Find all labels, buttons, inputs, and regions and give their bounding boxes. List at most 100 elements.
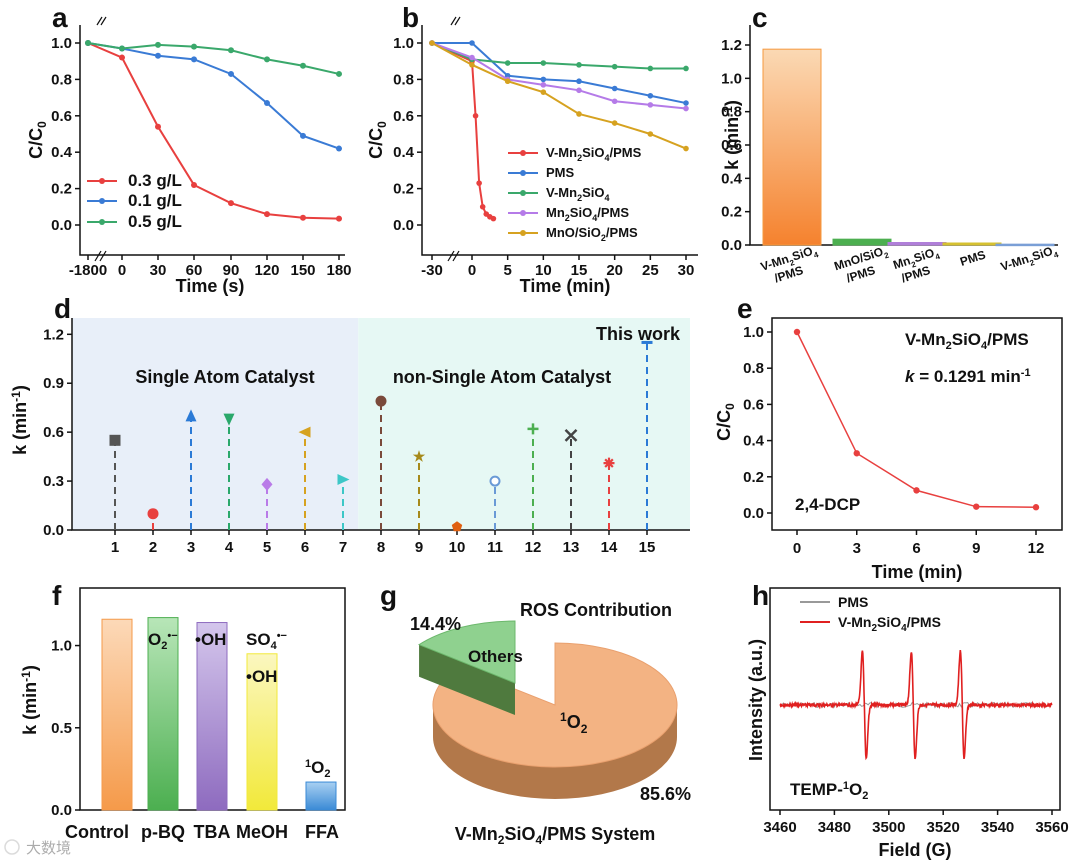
panel-b-xtick-label: 15 — [571, 262, 588, 279]
panel-e-point — [973, 503, 980, 510]
panel-h-xlabel: Field (G) — [879, 840, 952, 860]
panel-a-legend: 0.3 g/L0.1 g/L 0.5 g/L — [87, 171, 182, 231]
panel-b-axes — [421, 25, 698, 256]
panel-a-ytick-label: 0.6 — [51, 108, 72, 125]
panel-b-xtick-label: 30 — [678, 262, 695, 279]
panel-d-xtick-label: 14 — [601, 539, 618, 556]
panel-b-legend-label: Mn2SiO4/PMS — [546, 205, 629, 223]
panel-d-xtick-label: 8 — [377, 539, 385, 556]
panel-b-ytick-label: 0.6 — [393, 108, 414, 125]
panel-a-ytick-label: 1.0 — [51, 35, 72, 52]
panel-e-xtick-label: 0 — [793, 540, 801, 557]
panel-b-point — [429, 40, 435, 46]
panel-b-yticks: 0.0 0.2 0.4 0.6 0.8 1.0 — [393, 35, 422, 234]
panel-b-legend-label: MnO/SiO2/PMS — [546, 225, 638, 243]
panel-g-singlet-percent: 85.6% — [640, 784, 691, 804]
panel-b-line — [432, 42, 687, 105]
panel-b-xtick-label: 10 — [535, 262, 552, 279]
panel-a-point — [155, 41, 161, 48]
panel-b-point — [540, 76, 547, 83]
panel-b-point — [611, 120, 618, 126]
panel-b-point — [576, 78, 582, 85]
panel-c-bar — [995, 243, 1055, 247]
panel-b-point — [479, 204, 486, 210]
panel-g-slice-side — [433, 705, 677, 799]
panel-f-bar — [101, 618, 133, 811]
panel-c-category-label: PMS — [958, 248, 987, 269]
panel-a-point — [155, 123, 161, 130]
panel-g-letter: g — [380, 580, 397, 611]
panel-b-top-break — [450, 16, 461, 26]
panel-b-point — [472, 113, 479, 119]
panel-c-bar — [832, 238, 892, 246]
panel-b-axis-break — [447, 250, 460, 262]
panel-a-point — [336, 145, 342, 152]
panel-b-xtick-label: 25 — [642, 262, 659, 279]
panel-a-xtick-label: 180 — [326, 262, 351, 279]
panel-a-xtick-label: 120 — [254, 262, 279, 279]
panel-f-bar — [246, 653, 278, 811]
panel-h-letter: h — [752, 580, 769, 611]
panel-b-series — [429, 40, 689, 222]
panel-a-series — [85, 40, 342, 222]
panel-c-letter: c — [752, 2, 768, 33]
panel-b-point — [476, 180, 482, 186]
panel-d-region-sac — [72, 318, 359, 530]
panel-b-legend-marker — [520, 190, 526, 196]
panel-b-line — [431, 42, 687, 150]
panel-e-xtick-label: 12 — [1028, 540, 1045, 557]
panel-f-bar — [196, 622, 228, 811]
panel-h-line-vmn — [779, 650, 1053, 761]
panel-d-region-nonsac-label: non-Single Atom Catalyst — [393, 367, 611, 387]
panel-b-point — [611, 85, 618, 92]
panel-e-ytick-label: 0.6 — [743, 396, 764, 413]
panel-b-xtick-label: 0 — [468, 262, 476, 279]
panel-b-point — [504, 60, 511, 66]
panel-a-legend-label: 0.1 g/L — [128, 191, 182, 210]
panel-d-xtick-label: 6 — [301, 539, 309, 556]
panel-f-category-label: MeOH — [236, 822, 288, 842]
panel-h-xtick-label: 3520 — [927, 819, 960, 836]
panel-a-xtick-label: -1800 — [69, 262, 107, 279]
panel-b-point — [540, 89, 547, 95]
panel-b-xticks: -30 0 5 10 15 20 25 30 — [421, 255, 694, 279]
panel-f-bar — [147, 617, 179, 811]
panel-h-frame — [769, 587, 1061, 811]
panel-b-ytick-label: 0.4 — [393, 144, 415, 161]
panel-f-category-label: p-BQ — [141, 822, 185, 842]
panel-h-xtick-label: 3500 — [872, 819, 905, 836]
panel-c-category-text: Mn2SiO4 — [891, 244, 941, 275]
panel-h-xticks: 3460 3480 3500 3520 3540 3560 — [763, 810, 1069, 836]
panel-a-point — [300, 62, 306, 69]
panel-a-legend-label: 0.5 g/L — [128, 212, 182, 231]
panel-b-line — [431, 42, 687, 110]
panel-e-annotation-catalyst: V-Mn2SiO4/PMS — [905, 330, 1029, 352]
panel-g-others-label: Others — [468, 647, 523, 666]
panel-a-ytick-label: 0.0 — [51, 217, 72, 234]
panel-a-legend-label: 0.3 g/L — [128, 171, 182, 190]
panel-b-ytick-label: 1.0 — [393, 35, 414, 52]
panel-b-ytick-label: 0.8 — [393, 71, 414, 88]
panel-d-ylabel: k (min-1) — [9, 385, 30, 455]
panel-h-xtick-label: 3540 — [981, 819, 1014, 836]
panel-b-point — [611, 98, 618, 105]
panel-b-point — [576, 111, 582, 117]
panel-b-point — [540, 82, 547, 88]
panel-c-category-text: V-Mn2SiO4 — [999, 242, 1060, 276]
panel-a-legend-marker — [99, 219, 105, 225]
watermark-text: 大数境 — [26, 839, 71, 857]
panel-b-point — [683, 65, 689, 72]
panel-b-point — [469, 40, 475, 46]
panel-b-legend-marker — [520, 150, 526, 156]
watermark: 大数境 — [4, 839, 71, 857]
panel-a-point — [228, 47, 234, 54]
panel-d-xtick-label: 5 — [263, 539, 271, 556]
panel-e-annotation-rate: k = 0.1291 min-1 — [905, 367, 1031, 386]
panel-b-point — [683, 145, 689, 152]
panel-c-category-label: Mn2SiO4 — [891, 244, 941, 275]
panel-f-ytick-label: 0.0 — [51, 802, 72, 819]
panel-a-point — [264, 211, 270, 218]
panel-e-ylabel: C/C0 — [714, 403, 737, 441]
panel-h-xtick-label: 3560 — [1035, 819, 1068, 836]
panel-d-marker-plus — [527, 423, 539, 435]
